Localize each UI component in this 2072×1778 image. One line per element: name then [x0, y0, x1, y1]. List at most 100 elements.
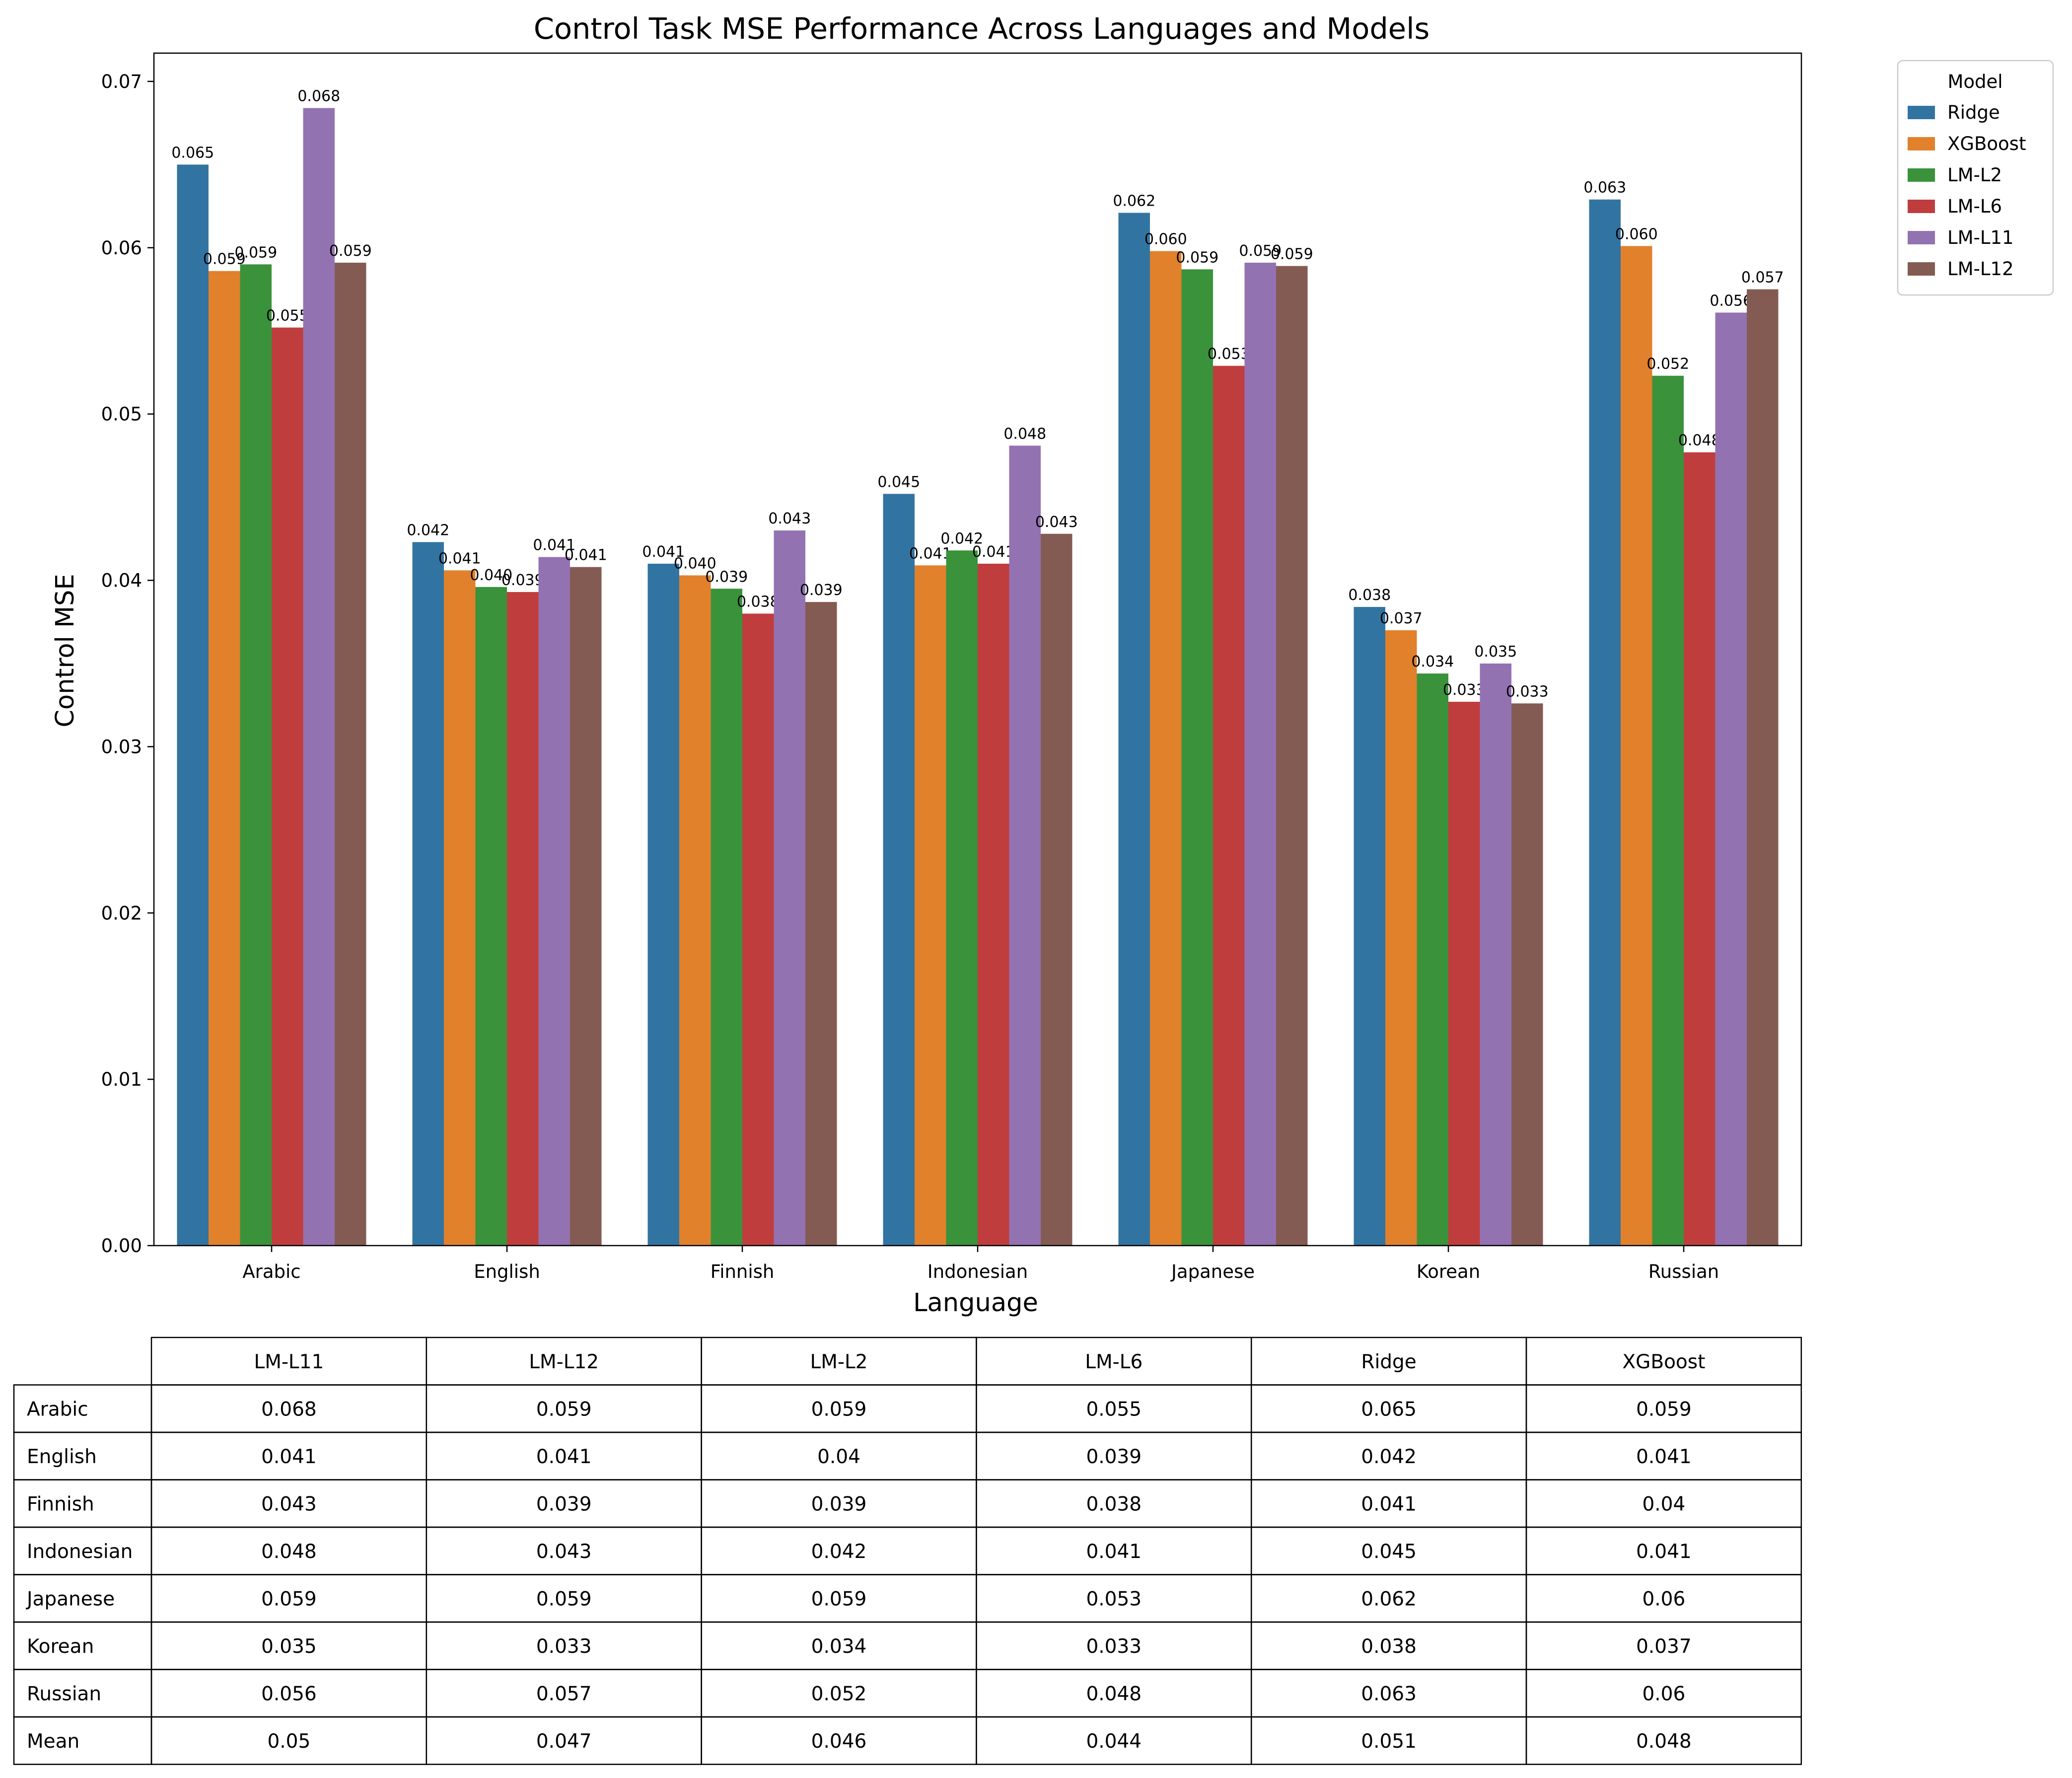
legend-entry: LM-L2: [1947, 164, 2002, 186]
bar: [742, 613, 774, 1246]
bar-value-label: 0.060: [1615, 225, 1658, 243]
table-cell-value: 0.039: [1086, 1446, 1142, 1468]
bar-value-label: 0.042: [940, 530, 983, 547]
bar: [1181, 269, 1213, 1246]
table-cell-value: 0.045: [1361, 1541, 1417, 1563]
bar-value-label: 0.068: [297, 88, 340, 105]
bar-value-label: 0.042: [407, 522, 449, 539]
bar: [303, 108, 335, 1246]
bar: [1747, 289, 1779, 1246]
bar-value-label: 0.052: [1646, 356, 1689, 373]
bar: [1041, 533, 1072, 1246]
table-cell-value: 0.051: [1361, 1730, 1417, 1753]
bar-value-label: 0.060: [1144, 231, 1187, 248]
table-cell-value: 0.059: [536, 1398, 592, 1420]
bar-value-label: 0.041: [565, 547, 607, 564]
bar: [507, 592, 539, 1246]
bar-value-label: 0.053: [1208, 346, 1250, 363]
data-table: LM-L11 LM-L12 LM-L2 LM-L6 Ridge XGBoost Arabic…: [13, 1336, 1802, 1765]
x-tick-label: Finnish: [711, 1261, 775, 1282]
bar-value-label: 0.059: [329, 242, 372, 260]
bar: [240, 264, 272, 1246]
table-cell-value: 0.059: [536, 1588, 592, 1610]
y-tick-label: 0.07: [101, 71, 142, 92]
bar: [1385, 630, 1417, 1246]
bar-value-label: 0.043: [768, 510, 811, 527]
bar-value-label: 0.062: [1113, 193, 1155, 210]
table-column-header: LM-L6: [1085, 1351, 1143, 1373]
legend-swatch: [1908, 231, 1935, 244]
bar: [444, 570, 476, 1246]
table-cell-value: 0.037: [1636, 1635, 1692, 1658]
x-tick-label: Indonesian: [928, 1261, 1028, 1282]
table-cell-value: 0.035: [261, 1635, 317, 1658]
bar-value-label: 0.034: [1411, 653, 1454, 670]
table-row-label: Finnish: [27, 1493, 94, 1515]
bar-value-label: 0.063: [1583, 179, 1626, 197]
table-cell-value: 0.057: [536, 1683, 592, 1705]
bar-value-label: 0.039: [705, 568, 748, 586]
table-cell-value: 0.063: [1361, 1683, 1417, 1705]
legend-entry: LM-L6: [1947, 196, 2002, 217]
table-cell-value: 0.042: [811, 1541, 867, 1563]
bar-value-label: 0.056: [1710, 292, 1752, 309]
bar-value-label: 0.059: [1271, 246, 1313, 263]
legend: Model Ridge XGBoost LM-L2 LM-L6 LM-L11 LM-L12: [1897, 60, 2054, 296]
bar-value-label: 0.048: [1003, 425, 1046, 443]
bar: [1448, 702, 1480, 1246]
legend-entry: XGBoost: [1947, 133, 2026, 154]
legend-entry: Ridge: [1947, 102, 2000, 123]
bar-value-label: 0.059: [234, 244, 277, 261]
table-cell-value: 0.033: [1086, 1635, 1142, 1658]
y-tick-label: 0.05: [101, 404, 142, 425]
table-cell-value: 0.04: [817, 1446, 860, 1468]
table-row-label: Mean: [27, 1730, 79, 1753]
table-cell-value: 0.056: [261, 1683, 317, 1705]
table-cell-value: 0.034: [811, 1635, 867, 1658]
table-cell-value: 0.044: [1086, 1730, 1142, 1753]
table-cell-value: 0.039: [811, 1493, 867, 1515]
table-cell-value: 0.043: [261, 1493, 317, 1515]
table-cell: [1525, 1716, 1802, 1765]
table-column-header: XGBoost: [1622, 1351, 1705, 1373]
bar: [1213, 366, 1245, 1246]
table-cell-value: 0.041: [1361, 1493, 1417, 1515]
bar: [1621, 246, 1652, 1246]
bar-value-label: 0.045: [877, 473, 920, 491]
bar: [412, 542, 444, 1246]
bar-value-label: 0.059: [203, 251, 246, 268]
table-row-label: Korean: [27, 1635, 94, 1658]
bar: [1589, 199, 1621, 1246]
bar: [1417, 673, 1448, 1246]
table-cell-value: 0.041: [261, 1446, 317, 1468]
bar-value-label: 0.041: [909, 545, 952, 562]
bar-value-label: 0.048: [1678, 432, 1721, 449]
table-row-label: Arabic: [27, 1398, 88, 1420]
y-tick-label: 0.04: [101, 570, 142, 592]
bar: [1652, 375, 1684, 1246]
table-cell-value: 0.052: [811, 1683, 867, 1705]
bar: [475, 587, 507, 1246]
legend-entry: LM-L11: [1947, 227, 2014, 248]
bar: [1150, 251, 1182, 1246]
bar: [774, 530, 805, 1246]
y-tick-label: 0.02: [101, 902, 142, 924]
bar-value-label: 0.041: [533, 537, 575, 554]
table-column-header: LM-L12: [529, 1351, 599, 1373]
table-cell-value: 0.038: [1086, 1493, 1142, 1515]
table-cell-value: 0.068: [261, 1398, 317, 1420]
chart-title: Control Task MSE Performance Across Lang…: [534, 11, 1429, 46]
bar: [915, 565, 946, 1246]
bar: [946, 550, 978, 1246]
x-tick-label: English: [474, 1261, 540, 1282]
bar: [805, 602, 837, 1246]
table-cell-value: 0.048: [1086, 1683, 1142, 1705]
table-cell-value: 0.042: [1361, 1446, 1417, 1468]
bar-value-label: 0.059: [1176, 249, 1218, 266]
bar-value-label: 0.039: [501, 572, 544, 589]
x-tick-label: Russian: [1648, 1261, 1719, 1282]
table-cell-value: 0.033: [536, 1635, 592, 1658]
table-cell-value: 0.039: [536, 1493, 592, 1515]
bar: [978, 564, 1009, 1246]
table-cell-value: 0.043: [536, 1541, 592, 1563]
